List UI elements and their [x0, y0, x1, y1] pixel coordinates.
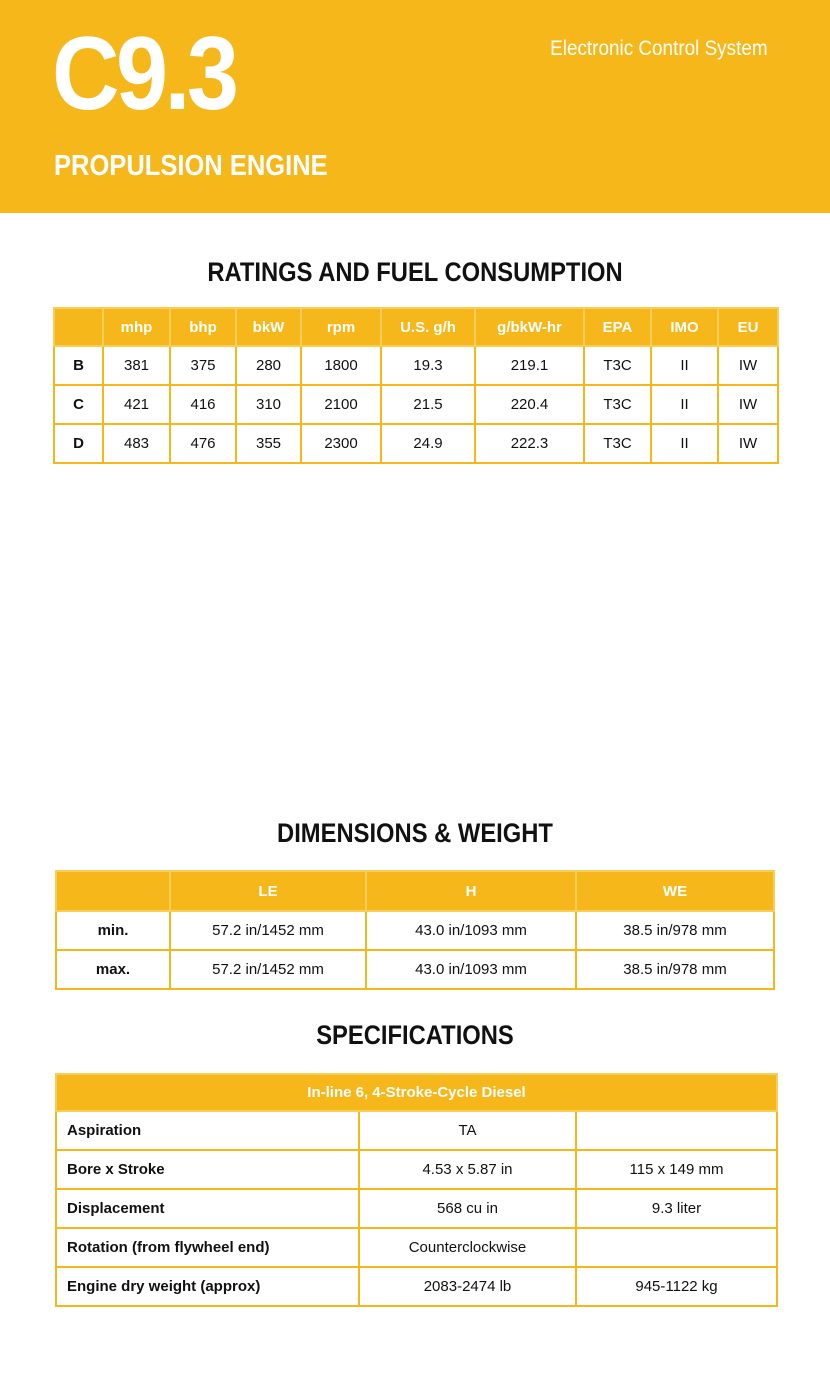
- rating-label: C: [53, 384, 104, 425]
- rating-label: B: [53, 345, 104, 386]
- spec-label: Displacement: [55, 1188, 360, 1229]
- spec-header: In-line 6, 4-Stroke-Cycle Diesel: [54, 1073, 779, 1112]
- cell: 19.3: [380, 345, 476, 386]
- row-label: max.: [55, 949, 171, 990]
- cell: II: [650, 423, 719, 464]
- cell: 421: [102, 384, 171, 425]
- cell: 2300: [300, 423, 382, 464]
- cell: 1800: [300, 345, 382, 386]
- cell: 43.0 in/1093 mm: [365, 910, 577, 951]
- spec-label: Bore x Stroke: [55, 1149, 360, 1190]
- table-row: D 483 476 355 2300 24.9 222.3 T3C II IW: [53, 423, 779, 464]
- column-header: WE: [575, 870, 775, 912]
- cell: T3C: [583, 345, 652, 386]
- column-header: rpm: [300, 307, 382, 347]
- table-row: Rotation (from flywheel end) Counterclock…: [55, 1227, 779, 1268]
- column-header: bhp: [169, 307, 237, 347]
- rating-label: D: [53, 423, 104, 464]
- column-header: EU: [717, 307, 779, 347]
- cell: 38.5 in/978 mm: [575, 949, 775, 990]
- cell: IW: [717, 423, 779, 464]
- cell: 381: [102, 345, 171, 386]
- column-header: [55, 870, 171, 912]
- cell: 2083-2474 lb: [358, 1266, 577, 1307]
- column-header: EPA: [583, 307, 652, 347]
- spec-label: Rotation (from flywheel end): [55, 1227, 360, 1268]
- cell: 568 cu in: [358, 1188, 577, 1229]
- cell: 115 x 149 mm: [574, 1149, 779, 1190]
- cell: 2100: [300, 384, 382, 425]
- cell: 24.9: [380, 423, 476, 464]
- dimensions-title: DIMENSIONS & WEIGHT: [277, 818, 553, 848]
- cell: 280: [235, 345, 302, 386]
- specifications-table: In-line 6, 4-Stroke-Cycle Diesel Aspirat…: [54, 1073, 779, 1307]
- cell: 310: [235, 384, 302, 425]
- cell: [574, 1110, 779, 1151]
- dimensions-table: LE H WE min. 57.2 in/1452 mm 43.0 in/1093 mm 3…: [55, 870, 775, 990]
- cell: IW: [717, 345, 779, 386]
- header-row: mhp bhp bkW rpm U.S. g/h g/bkW-hr EPA IMO EU: [53, 307, 779, 347]
- table-row: C 421 416 310 2100 21.5 220.4 T3C II IW: [53, 384, 779, 425]
- cell: 43.0 in/1093 mm: [365, 949, 577, 990]
- cell: 355: [235, 423, 302, 464]
- cell: 476: [169, 423, 237, 464]
- ratings-title: RATINGS AND FUEL CONSUMPTION: [207, 257, 623, 287]
- column-header: g/bkW-hr: [474, 307, 585, 347]
- cell: 222.3: [474, 423, 585, 464]
- table-row: B 381 375 280 1800 19.3 219.1 T3C II IW: [53, 345, 779, 386]
- cell: 416: [169, 384, 237, 425]
- spec-label: Aspiration: [55, 1110, 360, 1151]
- header-banner: C9.3 PROPULSION ENGINE Electronic Contro…: [0, 0, 830, 213]
- header-row: LE H WE: [55, 870, 775, 912]
- cell: 220.4: [474, 384, 585, 425]
- table-row: Bore x Stroke 4.53 x 5.87 in 115 x 149 mm: [55, 1149, 779, 1190]
- cell: 4.53 x 5.87 in: [358, 1149, 577, 1190]
- cell: T3C: [583, 423, 652, 464]
- cell: Counterclockwise: [358, 1227, 577, 1268]
- cell: 21.5: [380, 384, 476, 425]
- table-row: max. 57.2 in/1452 mm 43.0 in/1093 mm 38.5 i…: [55, 949, 775, 990]
- table-row: Engine dry weight (approx) 2083-2474 lb 94…: [55, 1266, 779, 1307]
- cell: 219.1: [474, 345, 585, 386]
- cell: TA: [358, 1110, 577, 1151]
- row-label: min.: [55, 910, 171, 951]
- cell: II: [650, 384, 719, 425]
- engine-type: PROPULSION ENGINE: [54, 150, 328, 182]
- cell: 9.3 liter: [574, 1188, 779, 1229]
- ratings-table: mhp bhp bkW rpm U.S. g/h g/bkW-hr EPA IMO EU B 381…: [53, 307, 779, 464]
- cell: 945-1122 kg: [574, 1266, 779, 1307]
- column-header: U.S. g/h: [380, 307, 476, 347]
- column-header: bkW: [235, 307, 302, 347]
- cell: II: [650, 345, 719, 386]
- column-header: [53, 307, 104, 347]
- cell: 483: [102, 423, 171, 464]
- column-header: mhp: [102, 307, 171, 347]
- table-row: Aspiration TA: [55, 1110, 779, 1151]
- column-header: LE: [169, 870, 367, 912]
- cell: T3C: [583, 384, 652, 425]
- cell: 57.2 in/1452 mm: [169, 949, 367, 990]
- cell: 375: [169, 345, 237, 386]
- spec-label: Engine dry weight (approx): [55, 1266, 360, 1307]
- cell: IW: [717, 384, 779, 425]
- column-header: H: [365, 870, 577, 912]
- model-name: C9.3: [52, 16, 239, 132]
- control-system: Electronic Control System: [550, 37, 768, 60]
- cell: 57.2 in/1452 mm: [169, 910, 367, 951]
- cell: [574, 1227, 779, 1268]
- table-row: min. 57.2 in/1452 mm 43.0 in/1093 mm 38.5 i…: [55, 910, 775, 951]
- table-row: Displacement 568 cu in 9.3 liter: [55, 1188, 779, 1229]
- specifications-title: SPECIFICATIONS: [316, 1020, 514, 1050]
- column-header: IMO: [650, 307, 719, 347]
- cell: 38.5 in/978 mm: [575, 910, 775, 951]
